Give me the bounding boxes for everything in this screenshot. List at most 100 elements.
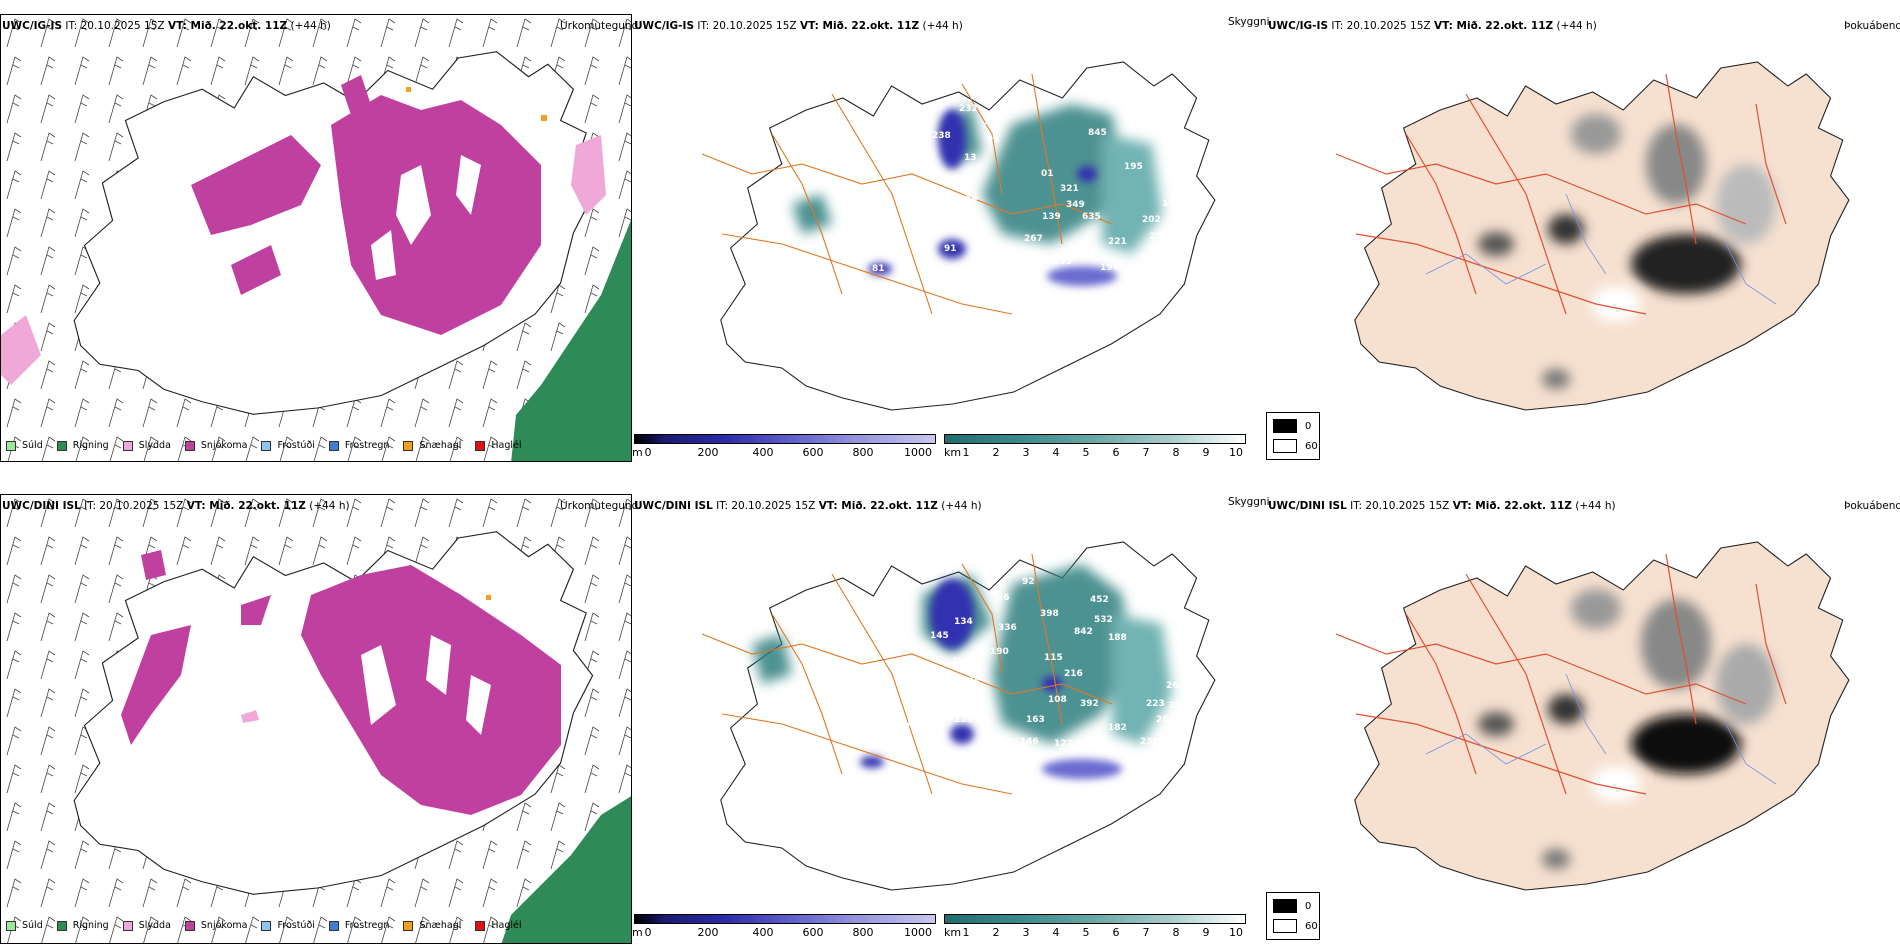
svg-text:115: 115 bbox=[1044, 653, 1063, 663]
precip-panel-row2 bbox=[0, 494, 632, 944]
svg-text:96: 96 bbox=[984, 117, 997, 127]
legend-swatch-sudd bbox=[6, 440, 16, 451]
svg-text:140: 140 bbox=[945, 175, 964, 185]
svg-text:13: 13 bbox=[964, 153, 977, 163]
visibility-header-row2: UWC/DINI ISL IT: 20.10.2025 15Z VT: Mið.… bbox=[634, 500, 982, 512]
legend-swatch-frostudi bbox=[261, 440, 272, 451]
svg-text:194: 194 bbox=[1100, 263, 1119, 273]
svg-text:169: 169 bbox=[993, 251, 1012, 261]
legend-swatch-frostregn bbox=[328, 920, 339, 931]
svg-text:247: 247 bbox=[1180, 199, 1199, 209]
rain-area bbox=[501, 796, 631, 943]
legend-swatch-hagl bbox=[475, 920, 486, 931]
svg-text:216: 216 bbox=[1064, 669, 1083, 679]
legend-swatch-snaehagl bbox=[403, 440, 414, 451]
svg-text:139: 139 bbox=[1042, 212, 1061, 222]
svg-text:845: 845 bbox=[1088, 128, 1107, 138]
svg-text:202: 202 bbox=[1142, 215, 1161, 225]
svg-text:188: 188 bbox=[1108, 633, 1127, 643]
svg-text:93: 93 bbox=[987, 135, 1000, 145]
legend-swatch-rain bbox=[56, 920, 67, 931]
ceiling-colorbar-ticks-row2: 1 2 3 4 5 6 7 8 9 10 bbox=[962, 926, 1244, 939]
legend-swatch-sleet bbox=[122, 920, 133, 931]
svg-text:135: 135 bbox=[954, 715, 973, 725]
svg-text:117: 117 bbox=[892, 722, 911, 732]
vis-colorbar-row2 bbox=[634, 914, 936, 924]
svg-text:111: 111 bbox=[994, 737, 1013, 747]
svg-text:239: 239 bbox=[1140, 737, 1159, 747]
svg-text:26: 26 bbox=[997, 593, 1010, 603]
svg-text:392: 392 bbox=[1080, 699, 1099, 709]
svg-text:267: 267 bbox=[1024, 234, 1043, 244]
svg-text:182: 182 bbox=[1108, 723, 1127, 733]
visibility-title-row2: Skyggni bbox=[1228, 496, 1270, 508]
cloud-header-row1: UWC/IG-IS IT: 20.10.2025 15Z VT: Mið. 22… bbox=[1268, 20, 1597, 32]
svg-text:263: 263 bbox=[1156, 715, 1175, 725]
vis-colorbar-ticks-row2: 0 200 400 600 800 1000 bbox=[644, 926, 933, 939]
precip-panel-row1 bbox=[0, 14, 632, 462]
vis-value-labels: 232 96 238 93 13 140 99 01 321 349 845 1… bbox=[872, 104, 1199, 387]
svg-text:92: 92 bbox=[1022, 577, 1035, 587]
sleet-area bbox=[1, 135, 606, 385]
svg-text:145: 145 bbox=[930, 631, 949, 641]
svg-text:122: 122 bbox=[1054, 739, 1073, 749]
legend-swatch-frostudi bbox=[261, 920, 272, 931]
visibility-header-row1: UWC/IG-IS IT: 20.10.2025 15Z VT: Mið. 22… bbox=[634, 20, 963, 32]
precip-legend-row1: Súld Rigning Slydda Snjókoma Frostúði Fr… bbox=[6, 440, 536, 451]
svg-text:205: 205 bbox=[1053, 257, 1072, 267]
svg-text:336: 336 bbox=[998, 623, 1017, 633]
legend-swatch-snaehagl bbox=[403, 920, 414, 931]
svg-text:398: 398 bbox=[1040, 609, 1059, 619]
svg-text:147: 147 bbox=[1140, 252, 1159, 262]
vis-colorbar-unit-row1: m bbox=[632, 446, 643, 459]
svg-text:532: 532 bbox=[1094, 615, 1113, 625]
cloud-panel-row2 bbox=[1266, 494, 1900, 914]
svg-text:254: 254 bbox=[1182, 665, 1201, 675]
svg-text:108: 108 bbox=[1048, 695, 1067, 705]
svg-text:195: 195 bbox=[1124, 162, 1143, 172]
precip-header-row1: UWC/IG-IS IT: 20.10.2025 15Z VT: Mið. 22… bbox=[2, 20, 331, 32]
svg-text:260: 260 bbox=[1166, 681, 1185, 691]
ceiling-colorbar-row2 bbox=[944, 914, 1246, 924]
svg-text:232: 232 bbox=[959, 104, 978, 114]
precip-title-row2: Úrkomutegund bbox=[560, 500, 639, 512]
vis-colorbar-ticks-row1: 0 200 400 600 800 1000 bbox=[644, 446, 933, 459]
svg-text:349: 349 bbox=[1066, 200, 1085, 210]
svg-text:134: 134 bbox=[954, 617, 973, 627]
legend-swatch-frostregn bbox=[328, 440, 339, 451]
cloud-legend-row2: 0 60 bbox=[1266, 892, 1320, 940]
cloud-header-row2: UWC/DINI ISL IT: 20.10.2025 15Z VT: Mið.… bbox=[1268, 500, 1616, 512]
svg-text:81: 81 bbox=[872, 264, 885, 274]
svg-text:163: 163 bbox=[1026, 715, 1045, 725]
svg-text:61: 61 bbox=[924, 377, 937, 387]
svg-text:99: 99 bbox=[965, 195, 978, 205]
ceiling-colorbar-unit-row1: km bbox=[944, 446, 962, 459]
svg-text:91: 91 bbox=[944, 244, 957, 254]
snow-area bbox=[121, 550, 561, 815]
legend-swatch-rain bbox=[56, 440, 67, 451]
legend-swatch-snow bbox=[184, 440, 195, 451]
precip-title-row1: Úrkomutegund bbox=[560, 20, 639, 32]
svg-text:275: 275 bbox=[1174, 225, 1193, 235]
svg-text:842: 842 bbox=[1074, 627, 1093, 637]
visibility-title-row1: Skyggni bbox=[1228, 16, 1270, 28]
legend-swatch-sleet bbox=[122, 440, 133, 451]
cloud-title-row2: Þokuábendi bbox=[1844, 500, 1900, 512]
svg-text:146: 146 bbox=[1020, 737, 1039, 747]
svg-text:354: 354 bbox=[1168, 701, 1187, 711]
vis-colorbar-row1 bbox=[634, 434, 936, 444]
vis-value-labels: 92 26 452 398 532 134 336 842 188 145 19… bbox=[868, 577, 1201, 757]
vis-colorbar-unit-row2: m bbox=[632, 926, 643, 939]
svg-text:01: 01 bbox=[1041, 169, 1054, 179]
precip-legend-row2: Súld Rigning Slydda Snjókoma Frostúði Fr… bbox=[6, 920, 536, 931]
visibility-panel-row2: 92 26 452 398 532 134 336 842 188 145 19… bbox=[632, 494, 1264, 914]
svg-text:191: 191 bbox=[1162, 199, 1181, 209]
legend-swatch-hagl bbox=[475, 440, 486, 451]
ceiling-colorbar-ticks-row1: 1 2 3 4 5 6 7 8 9 10 bbox=[962, 446, 1244, 459]
svg-text:321: 321 bbox=[1060, 184, 1079, 194]
precip-header-row2: UWC/DINI ISL IT: 20.10.2025 15Z VT: Mið.… bbox=[2, 500, 350, 512]
svg-text:210: 210 bbox=[1106, 747, 1125, 757]
svg-text:130: 130 bbox=[952, 657, 971, 667]
cloud-legend-row1: 0 60 bbox=[1266, 412, 1320, 460]
svg-text:221: 221 bbox=[1108, 237, 1127, 247]
